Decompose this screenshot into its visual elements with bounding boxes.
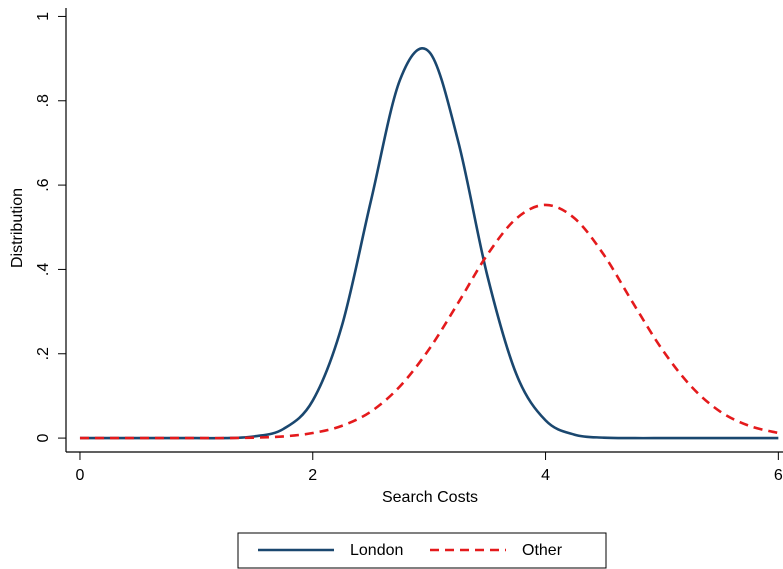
y-tick-label: .6 xyxy=(35,178,52,191)
legend-label: Other xyxy=(522,542,563,559)
y-tick-label: .8 xyxy=(35,94,52,107)
line-series xyxy=(79,203,779,440)
x-tick-label: 0 xyxy=(76,467,85,484)
x-tick-label: 2 xyxy=(308,467,317,484)
legend-label: London xyxy=(350,542,403,559)
x-tick-label: 6 xyxy=(774,467,783,484)
y-axis-title: Distribution xyxy=(9,188,26,268)
y-tick-label: .4 xyxy=(35,263,52,276)
y-tick-label: 0 xyxy=(35,434,52,443)
y-tick-label: .2 xyxy=(35,347,52,360)
y-tick-label: 1 xyxy=(35,12,52,21)
x-tick-label: 4 xyxy=(541,467,550,484)
x-axis-title: Search Costs xyxy=(382,489,478,506)
